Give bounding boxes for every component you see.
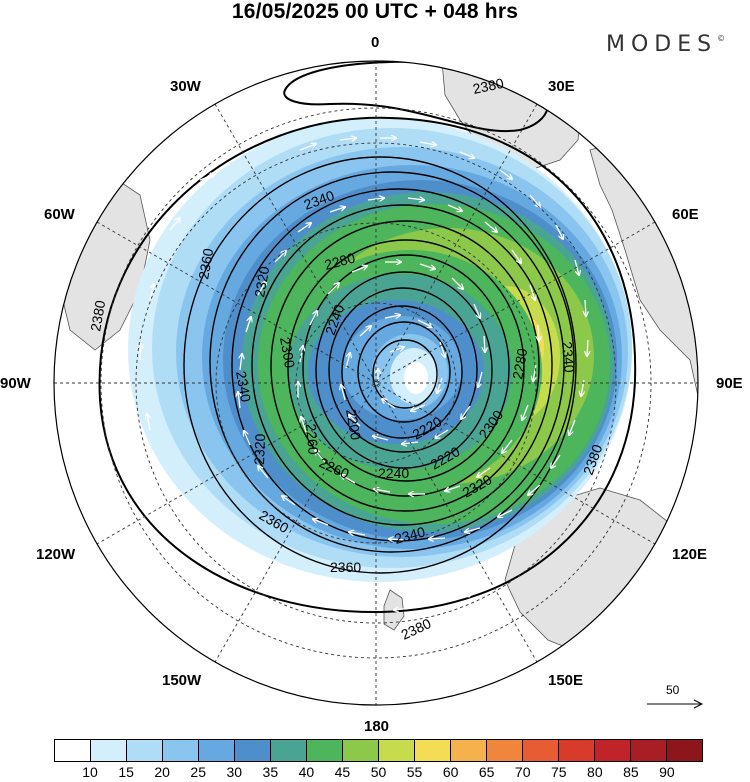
colorbar-swatch [415, 740, 451, 761]
colorbar-tick-label: 10 [82, 764, 98, 780]
longitude-label-120w: 120W [36, 546, 76, 563]
colorbar-tick-label: 65 [478, 764, 495, 780]
longitude-label-180: 180 [364, 718, 390, 735]
modes-logo: MODES© [606, 32, 726, 57]
colorbar-tick-label: 30 [226, 764, 243, 780]
longitude-label-60w: 60W [44, 206, 75, 223]
map-title: 16/05/2025 00 UTC + 048 hrs [231, 0, 519, 23]
colorbar-tick-label: 60 [442, 764, 459, 780]
contour-label: 2200 [343, 408, 364, 442]
contour-label: 2300 [277, 336, 298, 370]
colorbar-tick-label: 40 [298, 764, 315, 780]
map-boundary [53, 60, 699, 706]
contour-label: 2380 [399, 615, 434, 643]
longitude-label-90w: 90W [0, 375, 31, 392]
colorbar-swatch [235, 740, 271, 761]
colorbar-tick-label: 35 [262, 764, 279, 780]
contour-label: 2380 [471, 75, 505, 97]
contour-label: 2380 [87, 299, 108, 333]
longitude-label-150e: 150E [548, 672, 584, 689]
longitude-label-0: 0 [371, 34, 380, 51]
colorbar-tick-label: 25 [190, 764, 207, 780]
colorbar-swatch [487, 740, 523, 761]
longitude-label-30w: 30W [170, 78, 201, 95]
reference-vector-label: 50 [666, 683, 680, 697]
colorbar-swatch [523, 740, 559, 761]
wind-speed-shading [128, 118, 632, 582]
colorbar-tick-label: 55 [406, 764, 423, 780]
colorbar-swatch [559, 740, 595, 761]
contour-label: 2240 [378, 465, 409, 481]
colorbar-swatch [55, 740, 91, 761]
colorbar-tick-label: 75 [550, 764, 567, 780]
contour-label: 2320 [251, 265, 272, 299]
colorbar-swatch [379, 740, 415, 761]
colorbar-tick-label: 70 [514, 764, 531, 780]
colorbar-swatch [451, 740, 487, 761]
longitude-label-60e: 60E [672, 206, 699, 223]
colorbar-swatch [163, 740, 199, 761]
longitude-label-150w: 150W [162, 672, 202, 689]
colorbar-tick-label: 85 [623, 764, 639, 780]
colorbar-swatch [343, 740, 379, 761]
colorbar-tick-label: 90 [659, 764, 675, 780]
contour-label: 2280 [323, 249, 357, 273]
graticule [54, 61, 698, 705]
longitude-label-30e: 30E [548, 78, 575, 95]
colorbar-tick-label: 50 [370, 764, 387, 780]
colorbar-tick-label: 20 [154, 764, 170, 780]
contour-label: 2360 [330, 559, 361, 575]
colorbar-swatch [91, 740, 127, 761]
contour-label: 2340 [233, 370, 254, 404]
colorbar-swatch [595, 740, 631, 761]
height-contours [98, 61, 637, 614]
colorbar-swatch [667, 740, 702, 761]
longitude-label-120e: 120E [672, 546, 708, 563]
contour-label: 2260 [303, 423, 322, 456]
contour-label: 2360 [195, 247, 216, 281]
contour-label: 2340 [559, 341, 578, 374]
contour-label: 2320 [251, 433, 268, 465]
wind-vectors [140, 138, 588, 610]
longitude-label-90e: 90E [716, 375, 743, 392]
colorbar-swatch [307, 740, 343, 761]
colorbar-tick-label: 45 [334, 764, 351, 780]
contour-label: 2280 [509, 347, 530, 381]
colorbar-swatch [631, 740, 667, 761]
colorbar [54, 739, 703, 762]
colorbar-swatch [199, 740, 235, 761]
colorbar-tick-label: 15 [118, 764, 134, 780]
reference-vector-arrow [647, 699, 704, 709]
colorbar-swatch [127, 740, 163, 761]
colorbar-swatch [271, 740, 307, 761]
polar-map: 2380 2380 2380 2380 2360 2360 2360 2340 … [53, 60, 699, 706]
contour-label: 2340 [393, 523, 427, 547]
colorbar-tick-labels: 10 15 20 25 30 35 40 45 50 55 60 65 70 75 80 85 90 [54, 764, 703, 782]
colorbar-tick-label: 80 [587, 764, 603, 780]
